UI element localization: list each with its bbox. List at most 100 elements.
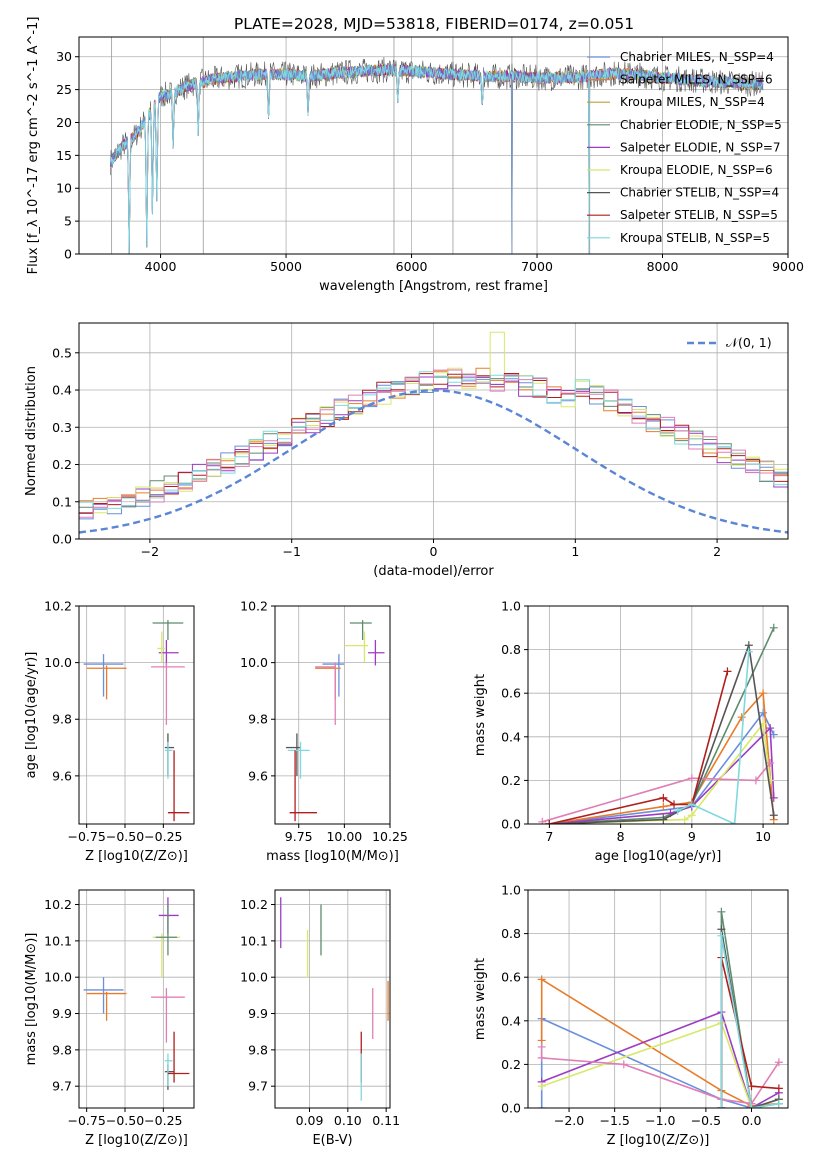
weight-line: [549, 671, 729, 824]
chart-weight_vs_age: 7 8 9 10 0.0 0.2 0.4 0.6 0.8 1.0 age [log10(age/yr…: [473, 599, 789, 864]
y-tick-label: 9.7: [248, 1079, 268, 1094]
weight-marker: [730, 820, 739, 824]
y-axis-label: age [log10(age/yr)]: [24, 652, 39, 779]
chart-spectrum: Chabrier MILES, N_SSP=4 Salpeter MILES, N…: [26, 17, 804, 294]
axes-frame: [274, 605, 391, 825]
weight-marker: [766, 758, 775, 767]
weight-marker: [670, 800, 679, 809]
y-axis-label: Flux [f_λ 10^-17 erg cm^-2 s^-1 A^-1]: [26, 17, 41, 275]
y-tick-label: 0.5: [52, 345, 72, 360]
x-tick-label: 9: [688, 829, 696, 844]
y-tick-label: 9.6: [248, 768, 268, 783]
weight-line: [549, 691, 775, 824]
legend-entry: Salpeter MILES, N_SSP=6: [620, 73, 773, 87]
x-tick-label: 9000: [772, 259, 804, 274]
y-tick-label: 0.4: [52, 383, 72, 398]
weight-marker: [680, 815, 689, 824]
legend-entry: Kroupa STELIB, N_SSP=5: [620, 231, 770, 245]
y-tick-label: 9.8: [248, 712, 268, 727]
spectrum-line: [110, 56, 764, 254]
weight-marker: [537, 975, 546, 984]
y-tick-label: 0.2: [52, 457, 72, 472]
x-tick-label: 7: [545, 829, 553, 844]
y-tick-label: 0.3: [52, 420, 72, 435]
chart-age_vs_mass: 9.75 10.00 10.25 9.6 9.8 10.0 10.2 mass [log10(…: [240, 599, 408, 865]
weight-marker: [537, 1082, 546, 1091]
axes-frame: [527, 889, 789, 1109]
weight-line: [549, 627, 775, 824]
y-tick-label: 10.1: [240, 933, 268, 948]
legend-entry: Kroupa MILES, N_SSP=4: [620, 95, 765, 109]
axes-frame: [78, 889, 195, 1109]
y-tick-label: 1.0: [501, 599, 521, 614]
y-axis-label: mass [log10(M/M⊙)]: [24, 933, 39, 1066]
weight-marker: [747, 1104, 756, 1108]
weight-line: [549, 721, 771, 824]
weight-marker: [659, 802, 668, 811]
axes-frame: [527, 605, 789, 825]
x-tick-label: −1.0: [645, 1113, 675, 1128]
weight-marker: [774, 1099, 783, 1108]
weight-marker: [769, 811, 778, 820]
weight-marker: [673, 806, 682, 815]
spectrum-line: [110, 63, 764, 254]
weight-marker: [759, 708, 768, 717]
x-tick-label: −0.5: [691, 1113, 721, 1128]
weight-marker: [537, 1104, 546, 1108]
spectrum-line: [110, 63, 763, 254]
x-tick-label: −0.75: [68, 1113, 106, 1128]
x-axis-label: mass [log10(M/M⊙)]: [266, 849, 399, 864]
chart-age_vs_Z: −0.75 −0.50 −0.25 9.6 9.8 10.0 10.2 Z [log10(Z/…: [24, 599, 195, 864]
figure-title: PLATE=2028, MJD=53818, FIBERID=0174, z=0…: [234, 15, 634, 33]
y-tick-label: 9.8: [248, 1042, 268, 1057]
axes-frame: [78, 36, 789, 255]
y-tick-label: 25: [56, 82, 72, 97]
x-tick-label: 10.00: [326, 829, 362, 844]
axes-frame: [78, 605, 195, 825]
axes-frame: [274, 889, 391, 1109]
weight-marker: [659, 793, 668, 802]
chart-residuals: 𝒩(0, 1) −2 −1 0 1 2 0.0 0.1 0.2 0.3 0.4 0.5 (data-mo…: [24, 322, 789, 579]
chart-weight_vs_Z: −2.0 −1.5 −1.0 −0.5 0.0 0.0 0.2 0.4 0.6 0.8 1.0 Z […: [473, 883, 789, 1148]
legend-entry: Chabrier MILES, N_SSP=4: [620, 50, 774, 64]
plot-area: [280, 897, 389, 1101]
weight-marker: [717, 907, 726, 916]
y-tick-label: 0.8: [501, 926, 521, 941]
legend-entry: 𝒩(0, 1): [726, 335, 772, 350]
y-axis-label: mass weight: [473, 674, 488, 756]
x-tick-label: 8: [617, 829, 625, 844]
x-axis-label: E(B-V): [312, 1133, 352, 1148]
weight-marker: [537, 1053, 546, 1062]
x-tick-label: 0.10: [334, 1113, 362, 1128]
spectrum-line: [110, 64, 764, 254]
y-tick-label: 0.2: [501, 1057, 521, 1072]
weight-marker: [751, 776, 760, 785]
plot-area: [83, 897, 190, 1090]
x-tick-label: 6000: [396, 259, 428, 274]
y-axis-label: Normed distribution: [24, 366, 39, 496]
y-tick-label: 9.8: [52, 1042, 72, 1057]
y-tick-label: 10.2: [44, 897, 72, 912]
x-tick-label: 10.25: [372, 829, 408, 844]
x-tick-label: 0: [430, 544, 438, 559]
y-tick-label: 10.0: [44, 970, 72, 985]
weight-line: [541, 1011, 780, 1108]
weight-line: [549, 711, 775, 824]
x-tick-label: −1: [282, 544, 300, 559]
x-tick-label: 2: [713, 544, 721, 559]
y-tick-label: 10.0: [240, 655, 268, 670]
x-axis-label: Z [log10(Z/Z⊙)]: [607, 1133, 710, 1148]
x-tick-label: −2: [141, 544, 159, 559]
spectrum-line: [110, 64, 764, 254]
weight-marker: [747, 1082, 756, 1091]
y-tick-label: 10.1: [44, 933, 72, 948]
y-tick-label: 9.9: [248, 1006, 268, 1021]
y-tick-label: 10.2: [240, 897, 268, 912]
y-tick-label: 15: [56, 148, 72, 163]
y-tick-label: 10.0: [240, 970, 268, 985]
x-tick-label: −0.50: [106, 829, 144, 844]
weight-marker: [723, 667, 732, 676]
y-tick-label: 10.2: [240, 599, 268, 614]
x-tick-label: −0.50: [106, 1113, 144, 1128]
